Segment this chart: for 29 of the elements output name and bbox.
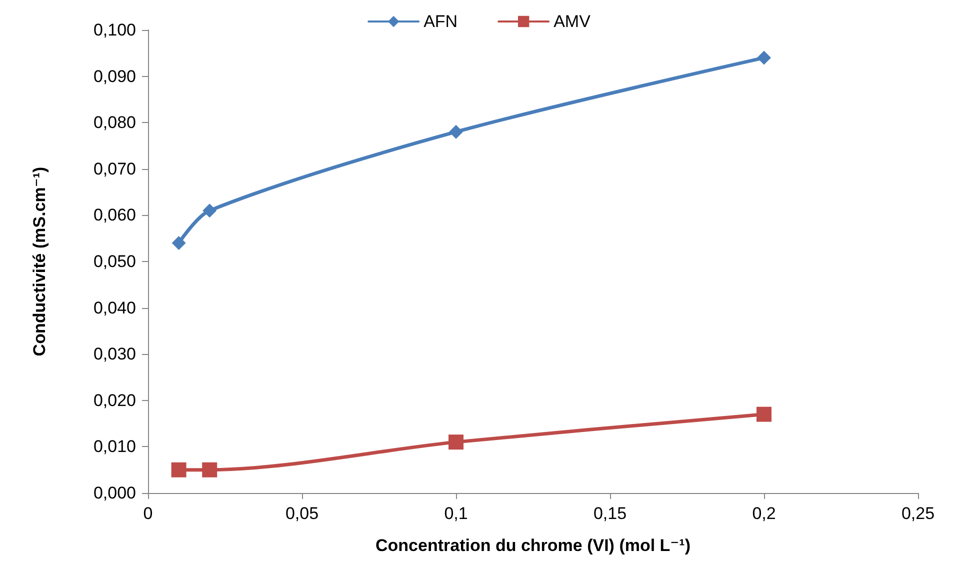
x-tick-label: 0,05 bbox=[285, 504, 319, 523]
y-tick-label: 0,010 bbox=[93, 437, 136, 456]
y-tick-label: 0,090 bbox=[93, 66, 136, 86]
y-tick-label: 0,050 bbox=[93, 252, 136, 271]
point bbox=[448, 434, 464, 450]
y-tick-label: 0,080 bbox=[93, 113, 136, 132]
x-axis-title: Concentration du chrome (VI) (mol L⁻¹) bbox=[376, 536, 690, 555]
point bbox=[449, 124, 463, 139]
x-tick-label: 0,2 bbox=[752, 504, 776, 523]
x-tick-label: 0 bbox=[143, 504, 153, 523]
x-tick-label: 0,25 bbox=[901, 504, 935, 523]
legend-label: AMV bbox=[554, 12, 592, 31]
point bbox=[756, 406, 772, 422]
y-tick-label: 0,000 bbox=[93, 484, 136, 502]
point bbox=[202, 462, 218, 478]
y-tick-label: 0,020 bbox=[93, 390, 136, 410]
point bbox=[171, 462, 186, 478]
x-tick-label: 0,1 bbox=[444, 504, 468, 523]
point bbox=[172, 236, 186, 250]
y-tick-label: 0,060 bbox=[93, 206, 136, 225]
point bbox=[757, 50, 771, 65]
y-tick-label: 0,040 bbox=[93, 298, 136, 318]
point bbox=[202, 204, 217, 218]
x-tick-label: 0,15 bbox=[593, 504, 627, 523]
y-tick-label: 0,030 bbox=[93, 344, 136, 364]
legend-label: AFN bbox=[424, 12, 458, 31]
y-tick-label: 0,100 bbox=[93, 20, 136, 40]
y-axis-title: Conductivité (mS.cm⁻¹) bbox=[30, 166, 49, 356]
y-tick-label: 0,070 bbox=[93, 159, 136, 178]
